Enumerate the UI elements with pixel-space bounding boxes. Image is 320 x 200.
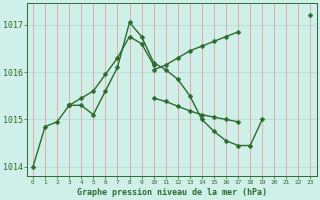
X-axis label: Graphe pression niveau de la mer (hPa): Graphe pression niveau de la mer (hPa)	[77, 188, 267, 197]
